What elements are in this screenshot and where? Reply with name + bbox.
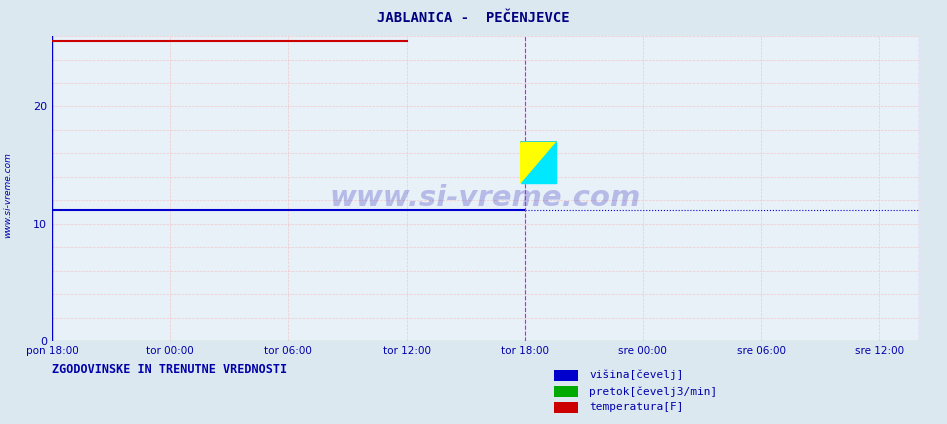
Polygon shape [521,142,556,183]
Bar [521,142,556,183]
Polygon shape [521,142,556,162]
Text: www.si-vreme.com: www.si-vreme.com [330,184,641,212]
Text: ZGODOVINSKE IN TRENUTNE VREDNOSTI: ZGODOVINSKE IN TRENUTNE VREDNOSTI [52,363,287,376]
Text: temperatura[F]: temperatura[F] [589,402,684,413]
Polygon shape [521,142,556,183]
Text: JABLANICA -  PEČENJEVCE: JABLANICA - PEČENJEVCE [377,11,570,25]
Polygon shape [521,142,556,183]
Bar [521,142,556,183]
Text: www.si-vreme.com: www.si-vreme.com [3,152,12,238]
Polygon shape [521,142,556,183]
Text: pretok[čevelj3/min]: pretok[čevelj3/min] [589,386,717,396]
Polygon shape [521,142,556,183]
Text: višina[čevelj]: višina[čevelj] [589,370,684,380]
